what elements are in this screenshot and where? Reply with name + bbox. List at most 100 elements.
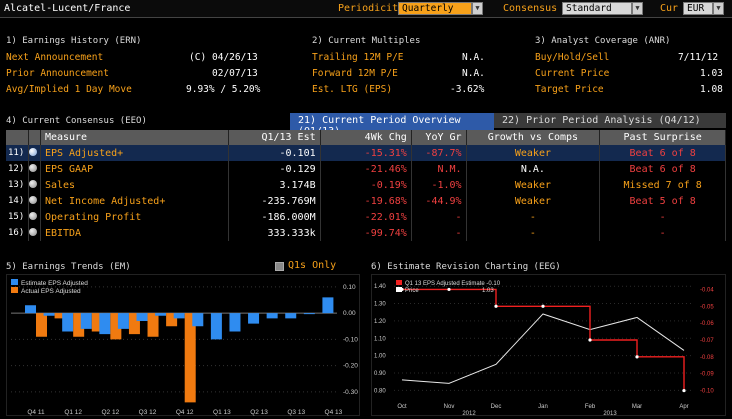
header-4wk-chg[interactable]: 4Wk Chg xyxy=(320,130,412,145)
current-consensus-title[interactable]: 4) Current Consensus (EEO) xyxy=(6,116,147,126)
header-idx xyxy=(6,130,29,145)
growth-vs-comps: Weaker xyxy=(466,145,601,161)
radio-button[interactable] xyxy=(28,193,41,209)
radio-button[interactable] xyxy=(28,145,41,161)
measure-name: Operating Profit xyxy=(40,209,230,225)
header-growth[interactable]: Growth vs Comps xyxy=(466,130,601,145)
consensus-label: Consensus xyxy=(503,3,558,14)
x-tick-label: Q2 13 xyxy=(250,409,268,416)
earnings-history-title[interactable]: 1) Earnings History (ERN) xyxy=(6,36,142,46)
x-tick-label: Apr xyxy=(679,404,688,410)
consensus-row[interactable]: 14) Net Income Adjusted+ -235.769M -19.68% -… xyxy=(6,193,726,209)
q1s-only-label[interactable]: Q1s Only xyxy=(288,260,337,271)
legend-estimate-swatch xyxy=(11,279,18,285)
tab-prior-period[interactable]: 22) Prior Period Analysis (Q4/12) xyxy=(494,113,726,128)
radio-button[interactable] xyxy=(28,161,41,177)
est-ltg-value: -3.62% xyxy=(450,84,485,95)
past-surprise: - xyxy=(599,209,726,225)
y-left-tick-label: 1.20 xyxy=(374,319,386,325)
four-week-change: -22.01% xyxy=(320,209,412,225)
header-est[interactable]: Q1/13 Est xyxy=(228,130,321,145)
past-surprise: Beat 5 of 8 xyxy=(599,193,726,209)
earnings-trends-svg: 0.10 0.00 -0.10 -0.20 -0.30 Q4 11 Q1 12 Q2 12 Q3… xyxy=(11,279,358,416)
four-week-change: -19.68% xyxy=(320,193,412,209)
x-tick-label: Q4 12 xyxy=(176,409,194,416)
x-tick-label: Q3 12 xyxy=(139,409,157,416)
y-right-tick-label: -0.08 xyxy=(700,355,714,361)
radio-icon[interactable] xyxy=(28,195,37,204)
legend-price-value: 1.03 xyxy=(482,288,494,294)
year-label: 2013 xyxy=(603,411,617,417)
estimate-bar xyxy=(136,313,148,321)
consensus-row[interactable]: 15) Operating Profit -186.000M -22.01% - - - xyxy=(6,209,726,225)
consensus-row[interactable]: 13) Sales 3.174B -0.19% -1.0% Weaker Missed 7 … xyxy=(6,177,726,193)
actual-bar xyxy=(91,313,103,332)
trailing-pe-value: N.A. xyxy=(462,52,485,63)
periodicity-select[interactable]: Quarterly xyxy=(398,2,472,15)
consensus-row[interactable]: 12) EPS GAAP -0.129 -21.46% N.M. N.A. Beat 6 o… xyxy=(6,161,726,177)
radio-button[interactable] xyxy=(28,177,41,193)
estimate-revision-chart: 1.40 1.30 1.20 1.10 1.00 0.90 0.80 -0.04 -0.05 -0… xyxy=(371,274,726,417)
y-right-tick-label: -0.05 xyxy=(700,304,714,310)
consensus-row[interactable]: 16) EBITDA 333.333k -99.74% - - - xyxy=(6,225,726,241)
radio-button[interactable] xyxy=(28,225,41,241)
chevron-down-icon[interactable]: ▼ xyxy=(713,2,724,15)
yoy-growth: - xyxy=(411,225,467,241)
analyst-coverage-title[interactable]: 3) Analyst Coverage (ANR) xyxy=(535,36,671,46)
header-radio xyxy=(28,130,41,145)
q1s-only-checkbox[interactable] xyxy=(275,262,284,271)
target-price-label: Target Price xyxy=(535,84,604,95)
currency-select[interactable]: EUR xyxy=(683,2,713,15)
consensus-row[interactable]: 11) EPS Adjusted+ -0.101 -15.31% -87.7% Weake… xyxy=(6,145,726,161)
estimate-bar xyxy=(322,297,334,314)
earnings-trends-title[interactable]: 5) Earnings Trends (EM) xyxy=(6,262,131,272)
estimate-point xyxy=(682,388,686,393)
radio-icon[interactable] xyxy=(28,211,37,220)
radio-icon[interactable] xyxy=(28,147,37,156)
estimate-revision-title[interactable]: 6) Estimate Revision Charting (EEG) xyxy=(371,262,561,272)
estimate-bar xyxy=(248,313,260,324)
actual-bar xyxy=(110,313,122,340)
header-yoy[interactable]: YoY Gr xyxy=(411,130,467,145)
estimate-bar xyxy=(117,313,129,329)
radio-icon[interactable] xyxy=(28,163,37,172)
y-tick-label: 0.00 xyxy=(343,310,356,317)
header-measure[interactable]: Measure xyxy=(40,130,230,145)
consensus-select[interactable]: Standard xyxy=(562,2,632,15)
four-week-change: -21.46% xyxy=(320,161,412,177)
row-index: 16) xyxy=(6,225,29,241)
estimate-value: -235.769M xyxy=(228,193,321,209)
measure-name: EBITDA xyxy=(40,225,230,241)
chevron-down-icon[interactable]: ▼ xyxy=(632,2,643,15)
top-bar: Alcatel-Lucent/France Periodicity Quarte… xyxy=(0,0,732,18)
yoy-growth: -87.7% xyxy=(411,145,467,161)
year-label: 2012 xyxy=(462,411,476,417)
estimate-value: -0.129 xyxy=(228,161,321,177)
radio-icon[interactable] xyxy=(28,227,37,236)
x-tick-label: Q3 13 xyxy=(287,409,305,416)
legend-price-swatch xyxy=(396,287,402,292)
chevron-down-icon[interactable]: ▼ xyxy=(472,2,483,15)
past-surprise: - xyxy=(599,225,726,241)
yoy-growth: - xyxy=(411,209,467,225)
row-index: 15) xyxy=(6,209,29,225)
x-tick-label: Q1 12 xyxy=(64,409,82,416)
x-tick-label: Nov xyxy=(444,404,455,410)
legend-estimate-label: Q1 13 EPS Adjusted Estimate -0.10 xyxy=(405,281,501,287)
prior-announcement-label: Prior Announcement xyxy=(6,68,109,79)
y-left-tick-label: 0.80 xyxy=(374,388,386,394)
header-surprise[interactable]: Past Surprise xyxy=(599,130,726,145)
radio-icon[interactable] xyxy=(28,179,37,188)
measure-name: Net Income Adjusted+ xyxy=(40,193,230,209)
next-announcement-value: 04/26/13 xyxy=(212,52,258,63)
est-ltg-label: Est. LTG (EPS) xyxy=(312,84,393,95)
estimate-value: 3.174B xyxy=(228,177,321,193)
estimate-bar xyxy=(155,313,167,316)
x-tick-label: Q4 13 xyxy=(325,409,343,416)
measure-name: EPS Adjusted+ xyxy=(40,145,230,161)
next-announcement-label: Next Announcement xyxy=(6,52,104,63)
y-left-tick-label: 1.30 xyxy=(374,302,386,308)
estimate-value: -0.101 xyxy=(228,145,321,161)
radio-button[interactable] xyxy=(28,209,41,225)
estimate-bar xyxy=(43,313,55,316)
